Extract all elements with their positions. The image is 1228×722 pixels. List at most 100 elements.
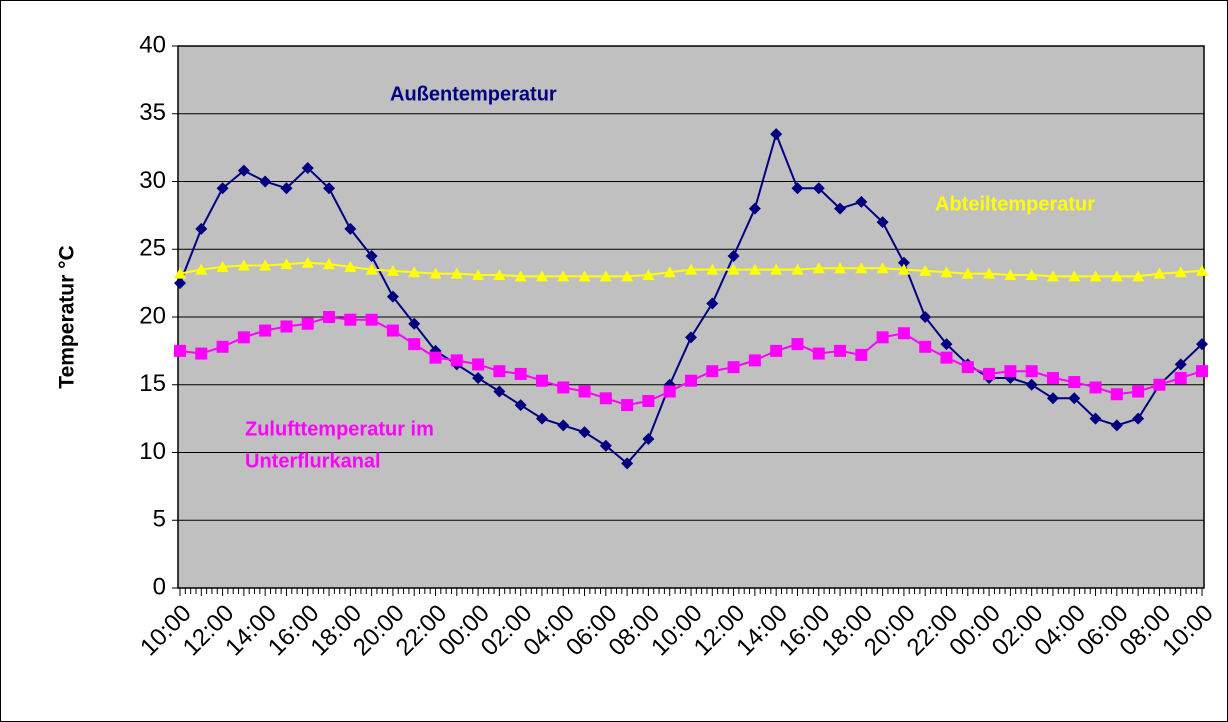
data-point (919, 340, 932, 353)
data-point (897, 263, 910, 275)
data-point (450, 354, 463, 367)
data-point (897, 256, 910, 269)
data-point (323, 258, 336, 270)
data-point (365, 313, 378, 326)
data-point (1174, 358, 1187, 371)
data-point (940, 351, 953, 364)
data-point (259, 259, 272, 271)
data-point (259, 175, 272, 188)
data-point (578, 385, 591, 398)
data-point (1025, 378, 1038, 391)
data-point (642, 395, 655, 408)
data-point (174, 344, 186, 357)
data-point (876, 262, 889, 274)
data-point (1068, 392, 1081, 405)
data-point (834, 344, 847, 357)
data-point (323, 311, 336, 323)
data-point (770, 344, 783, 357)
data-point (259, 324, 272, 337)
y-tick-label: 25 (139, 235, 166, 262)
data-point (1089, 381, 1102, 394)
data-point (642, 432, 655, 445)
data-point (301, 256, 314, 268)
data-point (174, 277, 186, 290)
data-point (876, 216, 889, 229)
y-axis-label: Temperatur °C (56, 245, 79, 388)
data-point (174, 267, 186, 279)
data-point (1110, 388, 1123, 401)
data-point (514, 399, 527, 412)
data-point (791, 263, 804, 275)
data-point (727, 250, 740, 263)
data-point (1110, 419, 1123, 432)
data-point (216, 260, 229, 272)
data-point (1196, 264, 1208, 276)
data-point (855, 195, 868, 208)
data-point (621, 399, 634, 412)
data-point (429, 267, 442, 279)
data-point (216, 340, 229, 353)
data-point (642, 268, 655, 280)
data-point (685, 263, 697, 275)
data-point (1174, 371, 1187, 384)
data-point (450, 267, 463, 279)
data-point (237, 331, 250, 344)
data-point (748, 202, 761, 215)
data-point (493, 385, 506, 398)
annotation: Zulufttemperatur im (245, 418, 434, 440)
data-point (408, 317, 421, 330)
data-point (301, 161, 314, 174)
data-point (386, 290, 399, 303)
y-tick-label: 5 (153, 506, 166, 533)
data-point (1046, 371, 1059, 384)
data-point (472, 268, 485, 280)
data-point (1196, 338, 1208, 351)
data-point (621, 457, 634, 470)
data-point (855, 262, 868, 274)
data-point (1004, 268, 1017, 280)
data-point (940, 338, 953, 351)
data-point (535, 270, 548, 282)
data-point (557, 381, 570, 394)
data-point (663, 266, 676, 278)
data-point (216, 182, 229, 195)
data-point (365, 263, 378, 275)
data-point (365, 250, 378, 263)
data-point (472, 371, 485, 384)
y-tick-label: 40 (139, 31, 166, 58)
data-point (621, 270, 634, 282)
data-point (1089, 412, 1102, 425)
data-point (1025, 365, 1038, 378)
y-tick-label: 10 (139, 438, 166, 465)
data-point (535, 412, 548, 425)
data-point (983, 367, 996, 380)
data-point (748, 354, 761, 367)
data-point (1025, 268, 1038, 280)
data-point (1004, 365, 1017, 378)
data-point (685, 331, 697, 344)
data-point (834, 202, 847, 215)
data-point (748, 263, 761, 275)
data-point (599, 270, 612, 282)
y-tick-label: 35 (139, 99, 166, 126)
data-point (1153, 267, 1166, 279)
data-point (493, 365, 506, 378)
annotation: Außentemperatur (390, 83, 557, 105)
data-point (876, 331, 889, 344)
data-point (280, 320, 293, 333)
data-point (897, 327, 910, 340)
data-point (791, 338, 804, 351)
annotation: Abteiltemperatur (935, 193, 1095, 215)
data-point (727, 361, 740, 374)
data-point (1153, 378, 1166, 391)
data-point (706, 365, 719, 378)
data-point (301, 317, 314, 330)
y-tick-label: 30 (139, 167, 166, 194)
data-point (1068, 376, 1081, 389)
data-point (812, 262, 825, 274)
data-point (599, 392, 612, 405)
data-point (472, 358, 485, 371)
data-point (344, 222, 357, 235)
data-point (344, 260, 357, 272)
annotation: Unterflurkanal (245, 450, 381, 472)
